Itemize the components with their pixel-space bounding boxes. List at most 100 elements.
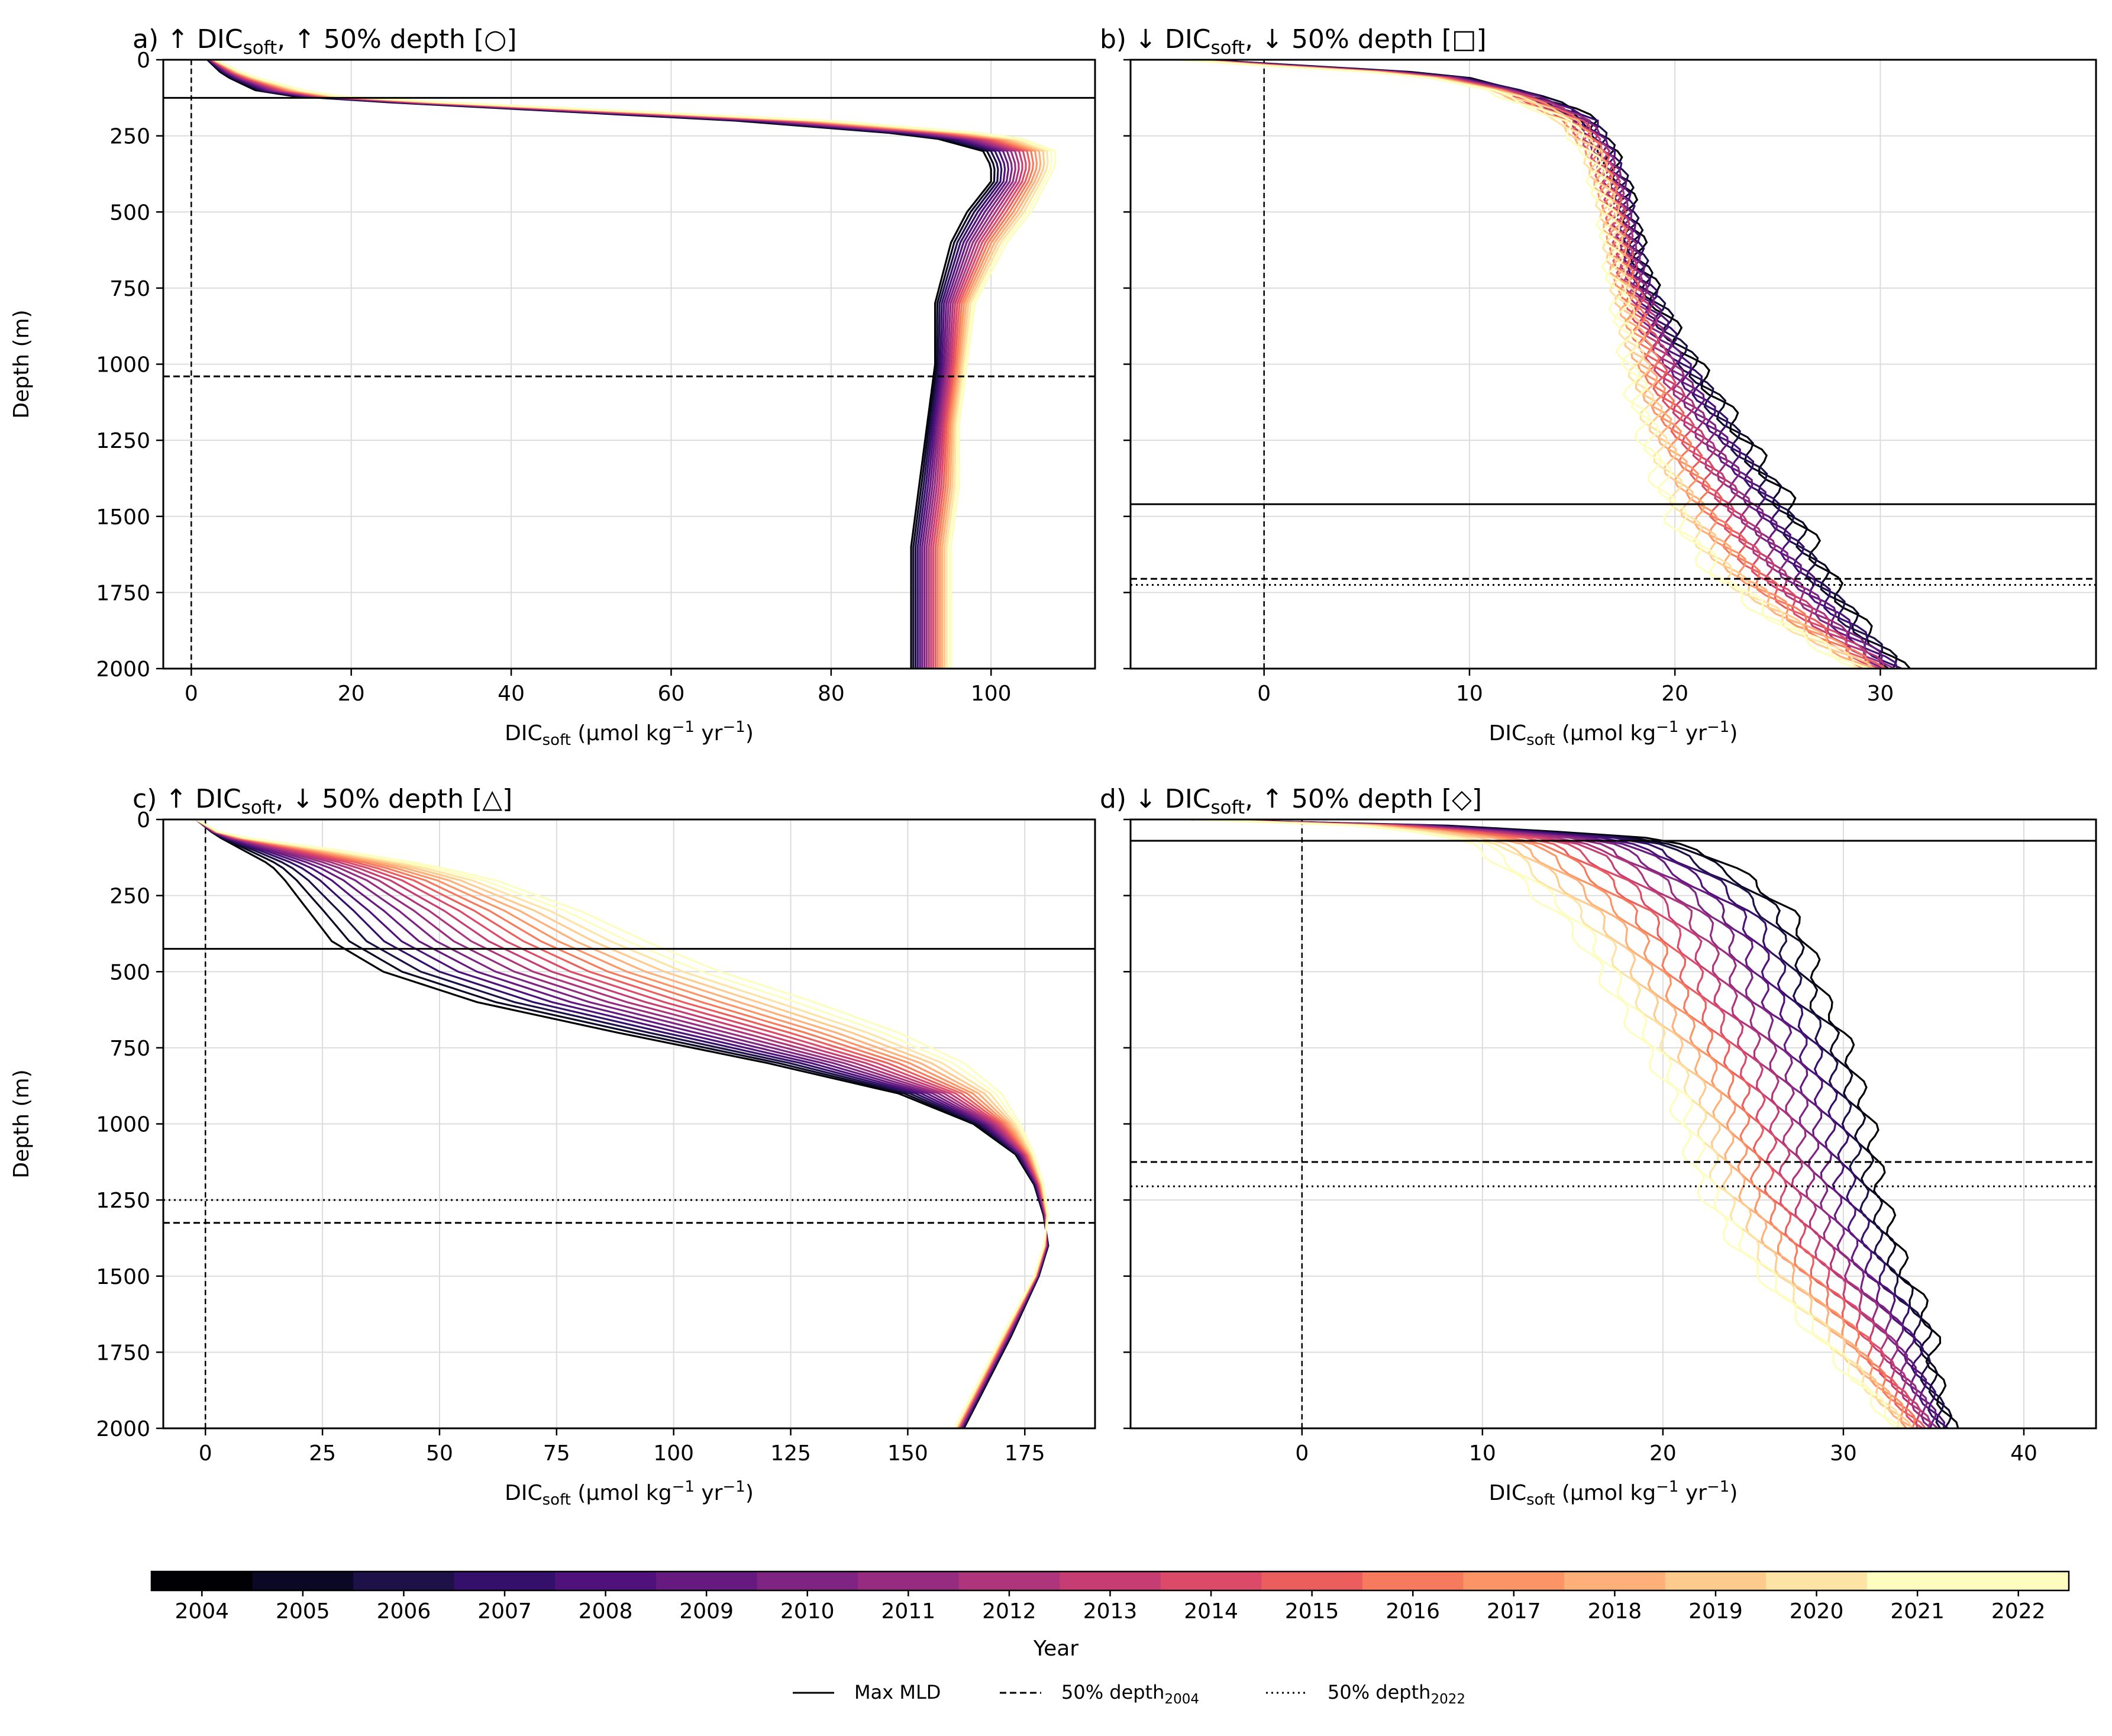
series-line-2012 xyxy=(1195,819,1932,1428)
series-line-2015 xyxy=(1193,819,1926,1428)
series-line-2020 xyxy=(1195,819,1900,1428)
colorbar-frame xyxy=(150,1570,2070,1592)
colorbar-segment xyxy=(252,1572,354,1590)
series-line-2005 xyxy=(207,60,996,669)
colorbar-segment xyxy=(1866,1572,1968,1590)
series-line-2017 xyxy=(212,60,1038,669)
x-tick-label: 150 xyxy=(887,1441,928,1466)
colorbar-segment xyxy=(958,1572,1060,1590)
colorbar-segment xyxy=(1362,1572,1464,1590)
x-tick-label: 125 xyxy=(770,1441,811,1466)
series-line-2019 xyxy=(213,60,1045,669)
colorbar: 2004 2005 2006 2007 2008 2009 2010 2011 2012 2013… xyxy=(150,1570,2070,1624)
colorbar-tick-label: 2004 xyxy=(175,1599,229,1624)
series-line-2014 xyxy=(211,60,1027,669)
x-tick-label: 175 xyxy=(1005,1441,1045,1466)
x-tick-label: 75 xyxy=(543,1441,570,1466)
series-line-2015 xyxy=(211,60,1031,669)
series-line-2004 xyxy=(1193,819,1959,1428)
y-tick-label: 500 xyxy=(109,960,150,985)
colorbar-segment xyxy=(757,1572,858,1590)
x-tick-label: 20 xyxy=(1661,682,1688,706)
colorbar-segment xyxy=(1160,1572,1262,1590)
legend-label: Max MLD xyxy=(854,1681,941,1703)
colorbar-tick-label: 2016 xyxy=(1386,1599,1440,1624)
colorbar-segment xyxy=(353,1572,455,1590)
colorbar-segment xyxy=(151,1572,253,1590)
x-tick-label: 20 xyxy=(1649,1441,1677,1466)
series-group xyxy=(1179,60,1911,669)
y-tick-label: 500 xyxy=(109,201,150,225)
series-line-2011 xyxy=(209,60,1016,669)
x-tick-label: 10 xyxy=(1456,682,1483,706)
colorbar-segment xyxy=(1766,1572,1868,1590)
colorbar-tick-label: 2005 xyxy=(276,1599,330,1624)
series-group xyxy=(195,819,1049,1428)
colorbar-tick-label: 2014 xyxy=(1184,1599,1238,1624)
series-line-2009 xyxy=(209,60,1010,669)
legend-label: 50% depth2004 xyxy=(1061,1681,1199,1707)
colorbar-segment xyxy=(655,1572,757,1590)
colorbar-tick-label: 2021 xyxy=(1890,1599,1945,1624)
x-tick-label: 80 xyxy=(818,682,845,706)
y-tick-label: 0 xyxy=(137,808,150,832)
panel-c: 0 25 50 75 100 125 150 175025050075010001250150… xyxy=(9,784,1096,1509)
series-line-2011 xyxy=(1192,60,1895,669)
series-line-2022 xyxy=(195,819,1049,1428)
series-line-2021 xyxy=(1192,819,1898,1428)
panel-b: 0 10 20 30 DICsoft (µmol kg−1 yr−1) b) ↓ DICs… xyxy=(1100,24,2097,749)
y-tick-label: 1250 xyxy=(96,429,150,453)
x-tick-label: 30 xyxy=(1866,682,1894,706)
colorbar-tick-label: 2007 xyxy=(477,1599,532,1624)
series-line-2006 xyxy=(207,60,999,669)
colorbar-segment xyxy=(1060,1572,1161,1590)
series-line-2019 xyxy=(1186,60,1874,669)
y-tick-label: 250 xyxy=(109,885,150,909)
panel-title: c) ↑ DICsoft, ↓ 50% depth [△] xyxy=(133,784,512,818)
y-tick-label: 1500 xyxy=(96,505,150,530)
colorbar-tick-label: 2018 xyxy=(1588,1599,1642,1624)
series-line-2015 xyxy=(1189,60,1887,669)
panel-title: b) ↓ DICsoft, ↓ 50% depth [□] xyxy=(1100,24,1487,59)
series-line-2008 xyxy=(208,60,1006,669)
x-axis-label: DICsoft (µmol kg−1 yr−1) xyxy=(1489,718,1738,749)
series-line-2008 xyxy=(1199,60,1898,669)
series-line-2016 xyxy=(1196,819,1916,1428)
series-line-2010 xyxy=(209,60,1013,669)
y-tick-label: 1250 xyxy=(96,1189,150,1213)
series-line-2009 xyxy=(1195,819,1937,1428)
y-tick-label: 2000 xyxy=(96,1417,150,1441)
series-line-2017 xyxy=(1193,819,1907,1428)
x-tick-label: 60 xyxy=(658,682,685,706)
y-tick-label: 1000 xyxy=(96,1113,150,1137)
panel-title: d) ↓ DICsoft, ↑ 50% depth [◇] xyxy=(1100,784,1482,818)
colorbar-label: Year xyxy=(1033,1637,1078,1661)
colorbar-segment xyxy=(1463,1572,1565,1590)
series-line-2021 xyxy=(214,60,1052,669)
x-tick-label: 30 xyxy=(1830,1441,1857,1466)
series-line-2016 xyxy=(212,60,1035,669)
series-line-2022 xyxy=(1192,819,1905,1428)
x-axis-label: DICsoft (µmol kg−1 yr−1) xyxy=(1489,1478,1738,1509)
series-group xyxy=(1191,819,1959,1428)
x-tick-label: 10 xyxy=(1469,1441,1496,1466)
x-tick-label: 0 xyxy=(1295,1441,1309,1466)
series-line-2018 xyxy=(1183,60,1876,669)
y-tick-label: 750 xyxy=(109,1037,150,1061)
x-tick-label: 0 xyxy=(1257,682,1271,706)
series-line-2012 xyxy=(210,60,1020,669)
series-line-2013 xyxy=(211,60,1023,669)
colorbar-tick-label: 2017 xyxy=(1487,1599,1541,1624)
x-tick-label: 100 xyxy=(653,1441,694,1466)
colorbar-tick-label: 2013 xyxy=(1083,1599,1138,1624)
x-tick-label: 0 xyxy=(185,682,198,706)
colorbar-segment xyxy=(1564,1572,1666,1590)
series-line-2021 xyxy=(1181,60,1858,669)
y-tick-label: 750 xyxy=(109,277,150,301)
series-line-2004 xyxy=(206,60,992,669)
colorbar-tick-label: 2010 xyxy=(780,1599,835,1624)
y-tick-label: 250 xyxy=(109,125,150,149)
colorbar-tick-label: 2012 xyxy=(982,1599,1036,1624)
legend-label: 50% depth2022 xyxy=(1328,1681,1465,1707)
